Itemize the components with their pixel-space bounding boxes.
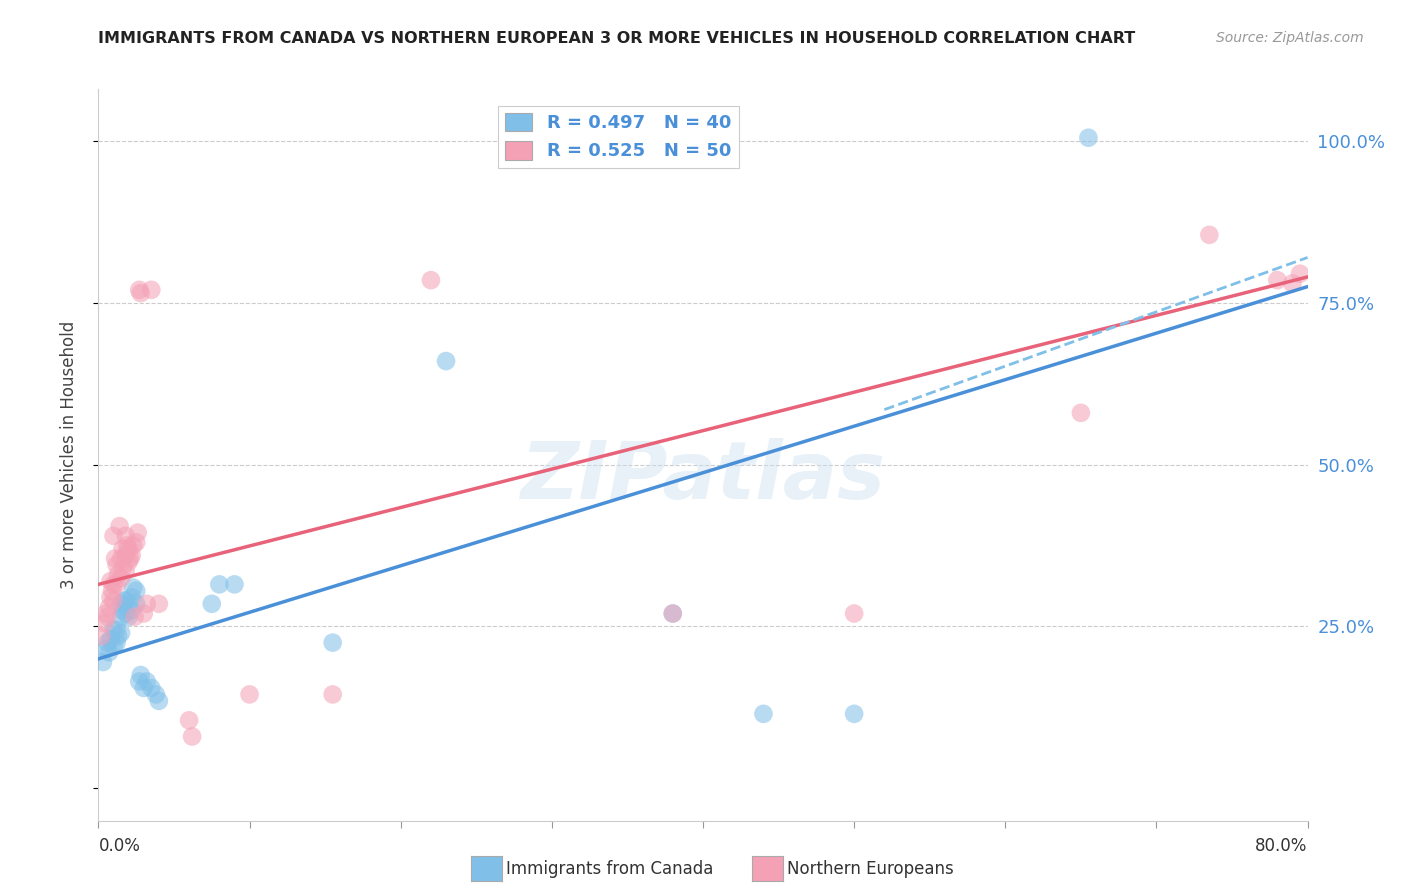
Point <box>135 597 157 611</box>
Point <box>1281 277 1303 291</box>
Point <box>111 541 134 556</box>
Y-axis label: 3 or more Vehicles in Household: 3 or more Vehicles in Household <box>59 321 77 589</box>
Point <box>103 577 125 591</box>
Point <box>118 597 141 611</box>
Point <box>111 603 134 617</box>
Point <box>322 635 344 649</box>
Point <box>105 577 128 591</box>
Point <box>1070 406 1092 420</box>
Point <box>93 616 115 631</box>
Point <box>103 623 125 637</box>
Point <box>105 623 128 637</box>
Point <box>662 607 685 621</box>
Point <box>114 607 136 621</box>
Point <box>122 581 145 595</box>
Point <box>662 607 685 621</box>
Point <box>110 626 132 640</box>
Point <box>118 541 141 556</box>
Text: Northern Europeans: Northern Europeans <box>787 860 955 878</box>
Point <box>1077 130 1099 145</box>
Point <box>121 591 143 605</box>
Point <box>94 607 117 621</box>
Point <box>129 286 152 301</box>
Point <box>420 273 443 287</box>
Point <box>100 591 122 605</box>
Point <box>121 548 143 562</box>
Text: 80.0%: 80.0% <box>1256 837 1308 855</box>
Point <box>118 609 141 624</box>
Point <box>98 645 121 659</box>
Text: ZIPatlas: ZIPatlas <box>520 438 886 516</box>
Point <box>120 551 142 566</box>
Text: Source: ZipAtlas.com: Source: ZipAtlas.com <box>1216 31 1364 45</box>
Point <box>110 571 132 585</box>
Point <box>844 706 866 721</box>
Point <box>100 632 122 647</box>
Point <box>121 603 143 617</box>
Point <box>107 629 129 643</box>
Text: IMMIGRANTS FROM CANADA VS NORTHERN EUROPEAN 3 OR MORE VEHICLES IN HOUSEHOLD CORR: IMMIGRANTS FROM CANADA VS NORTHERN EUROP… <box>98 31 1136 46</box>
Point <box>104 551 127 566</box>
Point <box>94 642 117 657</box>
Point <box>322 687 344 701</box>
Point <box>107 567 129 582</box>
Point <box>434 354 457 368</box>
Point <box>103 639 125 653</box>
Point <box>141 283 163 297</box>
Point <box>91 655 114 669</box>
Point <box>1267 273 1289 287</box>
Point <box>114 529 136 543</box>
Point <box>128 283 150 297</box>
Point <box>1289 267 1312 281</box>
Point <box>101 583 124 598</box>
Point <box>90 629 112 643</box>
Point <box>103 593 125 607</box>
Point <box>129 668 152 682</box>
Point <box>125 535 148 549</box>
Point <box>98 600 121 615</box>
Point <box>114 548 136 562</box>
Point <box>145 687 167 701</box>
Point <box>112 593 135 607</box>
Point <box>105 558 128 572</box>
Point <box>110 609 132 624</box>
Point <box>844 607 866 621</box>
Point <box>208 577 231 591</box>
Point <box>141 681 163 695</box>
Point <box>105 635 128 649</box>
Point <box>118 555 141 569</box>
Point <box>201 597 224 611</box>
Point <box>128 674 150 689</box>
Point <box>148 597 170 611</box>
Point <box>239 687 262 701</box>
Point <box>132 607 155 621</box>
Text: 0.0%: 0.0% <box>98 837 141 855</box>
Legend: R = 0.497   N = 40, R = 0.525   N = 50: R = 0.497 N = 40, R = 0.525 N = 50 <box>498 105 738 168</box>
Point <box>108 519 131 533</box>
Point <box>124 609 146 624</box>
Point <box>127 525 149 540</box>
Point <box>135 674 157 689</box>
Point <box>96 635 118 649</box>
Point <box>125 597 148 611</box>
Point <box>148 694 170 708</box>
Point <box>103 529 125 543</box>
Point <box>100 574 122 589</box>
Point <box>114 565 136 579</box>
Point <box>96 609 118 624</box>
Point <box>111 561 134 575</box>
Point <box>115 539 138 553</box>
Point <box>132 681 155 695</box>
Point <box>110 597 132 611</box>
Point <box>114 593 136 607</box>
Point <box>179 714 201 728</box>
Point <box>110 551 132 566</box>
Text: Immigrants from Canada: Immigrants from Canada <box>506 860 713 878</box>
Point <box>1198 227 1220 242</box>
Point <box>122 539 145 553</box>
Point <box>125 583 148 598</box>
Point <box>181 730 204 744</box>
Point <box>224 577 246 591</box>
Point <box>752 706 775 721</box>
